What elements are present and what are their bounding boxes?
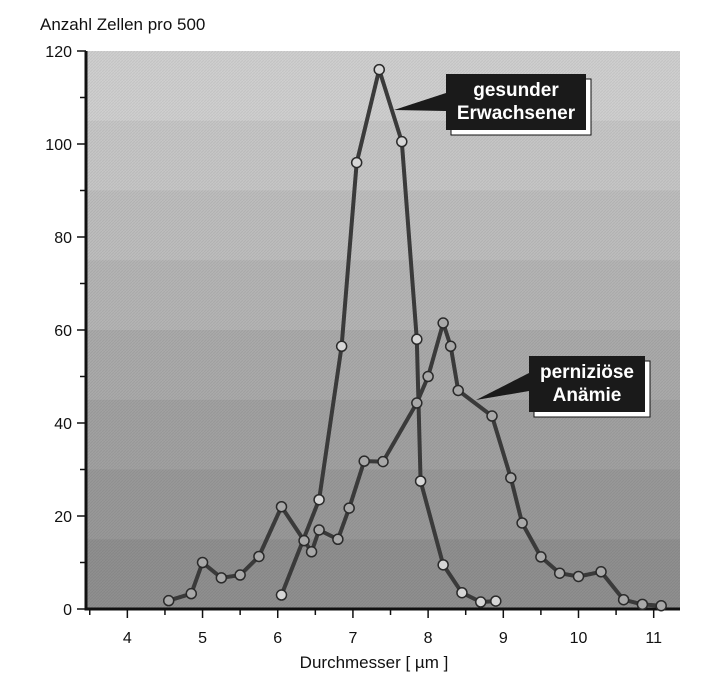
data-point <box>456 586 468 599</box>
y-axis-title: Anzahl Zellen pro 500 <box>40 15 205 34</box>
y-axis-ticks: 0 20 40 60 80 100 120 <box>45 44 86 619</box>
callout-box <box>446 74 586 130</box>
callout-label: Erwachsener <box>457 103 576 124</box>
data-point <box>422 370 434 383</box>
data-point <box>414 475 427 487</box>
x-tick-label: 6 <box>273 630 282 647</box>
x-tick-label: 11 <box>645 630 662 647</box>
x-tick-label: 5 <box>198 630 207 647</box>
x-tick-label: 8 <box>424 630 433 647</box>
y-tick-label: 100 <box>45 137 72 154</box>
x-tick-label: 7 <box>348 630 357 647</box>
callout-label: Anämie <box>553 385 622 406</box>
x-tick-label: 9 <box>499 630 508 647</box>
series-1 <box>275 63 502 608</box>
y-tick-label: 120 <box>45 44 72 61</box>
callout-box <box>529 356 645 412</box>
x-tick-label: 10 <box>570 630 588 647</box>
data-point <box>655 599 667 612</box>
y-tick-label: 60 <box>54 323 72 340</box>
data-point <box>595 566 607 578</box>
data-point <box>350 156 363 169</box>
callout-pointer <box>394 93 446 111</box>
data-point <box>215 572 228 584</box>
data-point <box>617 593 630 606</box>
data-point <box>553 567 566 579</box>
data-point <box>437 317 449 329</box>
data-point <box>535 551 547 563</box>
data-point <box>437 559 449 571</box>
data-point <box>358 455 370 467</box>
series-layer <box>162 63 667 612</box>
data-point <box>444 340 457 353</box>
data-point <box>636 598 649 611</box>
data-point <box>572 570 585 583</box>
callout-label: gesunder <box>473 80 559 101</box>
data-point <box>313 524 325 536</box>
data-point <box>452 384 464 397</box>
y-tick-label: 80 <box>54 230 72 247</box>
x-tick-label: 4 <box>123 630 132 647</box>
data-point <box>275 589 288 601</box>
data-point <box>332 533 344 545</box>
data-point <box>313 493 325 506</box>
data-point <box>343 502 355 514</box>
y-tick-label: 0 <box>63 602 72 619</box>
background-texture <box>86 51 680 609</box>
data-point <box>411 397 423 409</box>
data-point <box>474 596 487 608</box>
callout-pointer <box>476 373 529 400</box>
data-point <box>505 472 517 484</box>
x-axis-ticks: 4 5 6 7 8 9 10 11 <box>89 609 662 647</box>
data-point <box>335 340 348 353</box>
x-axis-title: Durchmesser [ µm ] <box>300 653 449 672</box>
data-point <box>185 587 198 600</box>
data-point <box>377 455 389 468</box>
data-point <box>162 594 175 607</box>
callout-label: perniziöse <box>540 362 634 383</box>
data-point <box>486 410 498 422</box>
data-point <box>373 63 385 76</box>
y-tick-label: 40 <box>54 416 72 433</box>
data-point <box>396 135 408 148</box>
series-2 <box>162 317 667 612</box>
data-point <box>305 546 318 558</box>
data-point <box>275 500 288 513</box>
data-point <box>196 556 209 569</box>
y-tick-label: 20 <box>54 509 72 526</box>
data-point <box>298 534 310 547</box>
data-point <box>253 550 265 563</box>
data-point <box>234 569 246 581</box>
data-point <box>411 333 423 346</box>
data-point <box>490 595 502 607</box>
data-point <box>516 517 528 529</box>
